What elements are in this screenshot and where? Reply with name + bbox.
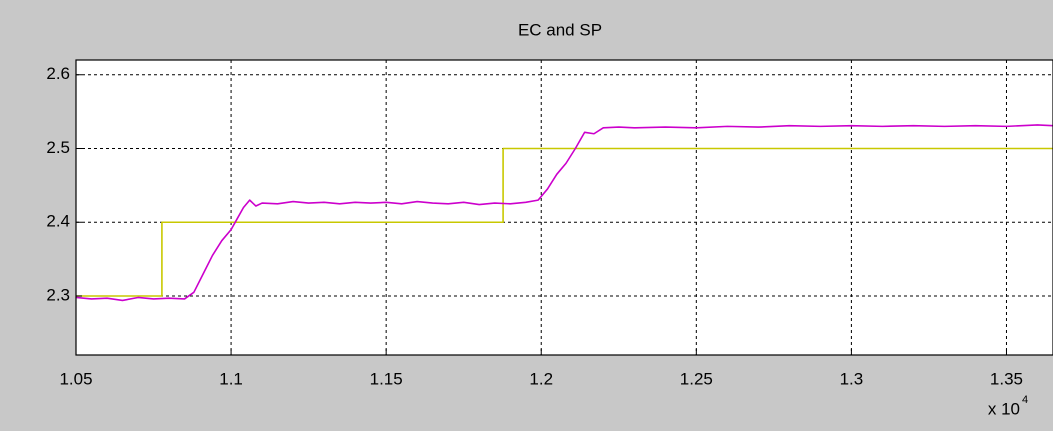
series-line xyxy=(75,124,1053,302)
y-tick-label: 2.5 xyxy=(46,138,70,157)
x-tick-label: 1.25 xyxy=(680,369,713,388)
x-exponent: 4 xyxy=(1022,394,1028,406)
y-tick-label: 2.4 xyxy=(46,212,70,231)
x-tick-label: 1.05 xyxy=(59,369,92,388)
y-tick-label: 2.3 xyxy=(46,285,70,304)
x-tick-label: 1.15 xyxy=(370,369,403,388)
x-tick-label: 1.3 xyxy=(840,369,864,388)
x-tick-label: 1.2 xyxy=(529,369,553,388)
series-line xyxy=(76,147,1053,297)
plot-area xyxy=(76,60,1053,355)
y-tick-label: 2.6 xyxy=(46,64,70,83)
x-tick-label: 1.1 xyxy=(219,369,243,388)
x-tick-label: 1.35 xyxy=(990,369,1023,388)
chart-title: EC and SP xyxy=(518,20,602,39)
marks xyxy=(75,60,1053,355)
axes-box xyxy=(75,59,1053,356)
x-exponent-base: x 10 xyxy=(988,399,1020,418)
